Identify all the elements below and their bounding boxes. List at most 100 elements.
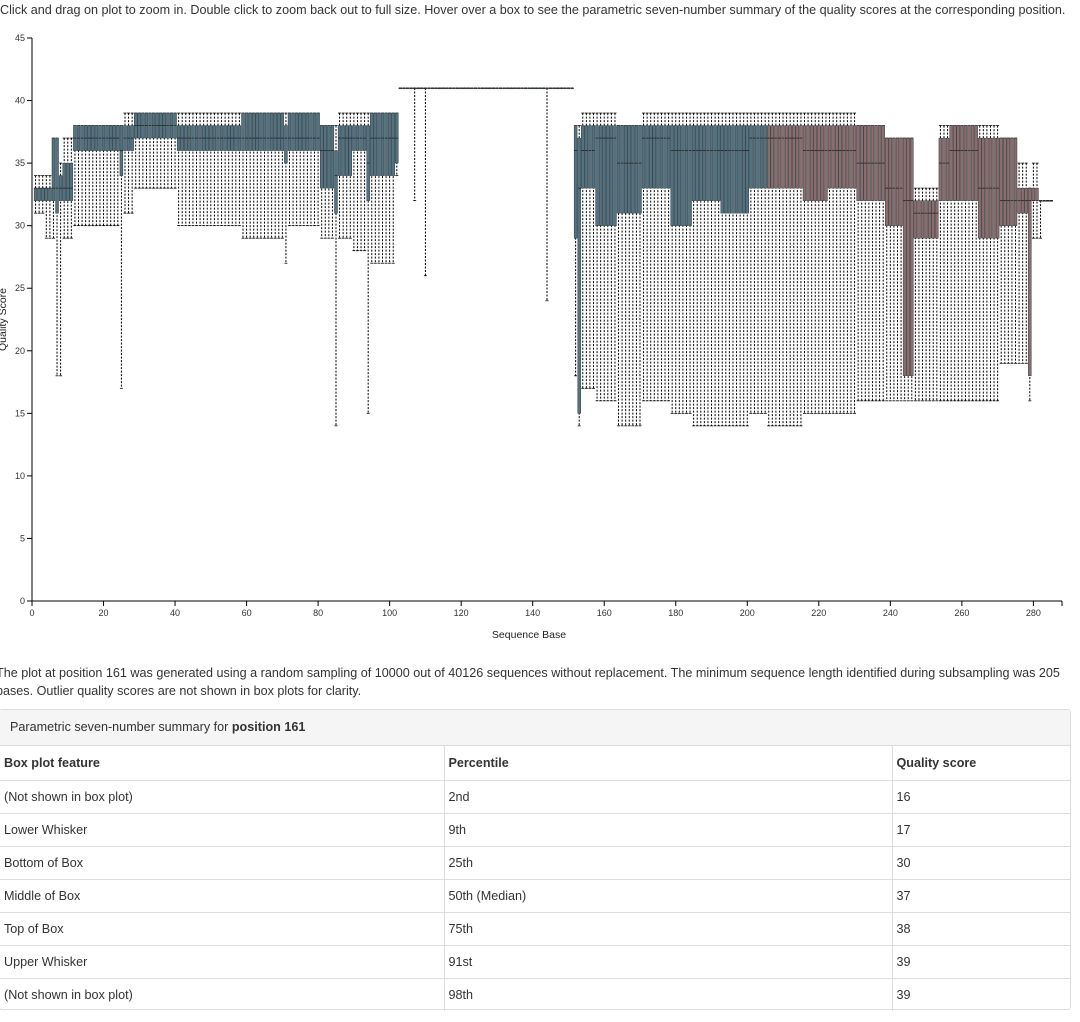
box-position-128[interactable] — [488, 87, 492, 90]
box-position-270[interactable] — [995, 137, 1000, 239]
box-position-189[interactable] — [706, 125, 710, 201]
box-position-243[interactable] — [899, 137, 903, 226]
box-position-92[interactable] — [359, 125, 363, 151]
box-position-106[interactable] — [409, 87, 413, 90]
box-position-97[interactable] — [377, 112, 381, 176]
box-position-132[interactable] — [502, 87, 506, 90]
box-position-229[interactable] — [849, 125, 853, 189]
box-position-54[interactable] — [223, 125, 227, 151]
box-position-226[interactable] — [838, 125, 842, 189]
box-position-72[interactable] — [287, 112, 292, 151]
box-position-62[interactable] — [252, 112, 256, 151]
box-position-26[interactable] — [123, 125, 127, 151]
box-position-44[interactable] — [187, 125, 192, 151]
box-position-105[interactable] — [405, 87, 410, 90]
box-position-193[interactable] — [720, 125, 724, 214]
box-position-117[interactable] — [448, 87, 453, 90]
box-position-187[interactable] — [699, 125, 703, 201]
box-position-16[interactable] — [87, 125, 91, 151]
box-position-260[interactable] — [960, 125, 964, 201]
box-position-143[interactable] — [541, 87, 546, 90]
box-position-173[interactable] — [649, 125, 653, 189]
box-position-140[interactable] — [531, 87, 535, 90]
box-position-34[interactable] — [151, 112, 156, 139]
box-position-13[interactable] — [76, 125, 81, 151]
box-position-85[interactable] — [334, 150, 338, 214]
box-position-101[interactable] — [391, 112, 395, 176]
box-position-190[interactable] — [709, 125, 714, 201]
box-position-2[interactable] — [37, 187, 41, 201]
box-position-98[interactable] — [380, 112, 385, 176]
box-position-178[interactable] — [666, 125, 671, 189]
box-position-212[interactable] — [788, 125, 792, 189]
box-position-102[interactable] — [395, 112, 399, 164]
box-position-87[interactable] — [341, 125, 345, 176]
box-position-204[interactable] — [759, 125, 764, 189]
box-position-148[interactable] — [559, 87, 563, 90]
box-position-166[interactable] — [623, 125, 628, 214]
box-position-283[interactable] — [1042, 200, 1046, 202]
box-position-131[interactable] — [498, 87, 503, 90]
box-position-267[interactable] — [985, 137, 989, 239]
box-position-1[interactable] — [33, 187, 38, 201]
box-position-171[interactable] — [641, 125, 646, 189]
box-position-238[interactable] — [881, 125, 885, 201]
box-position-213[interactable] — [792, 125, 796, 189]
box-position-129[interactable] — [491, 87, 496, 90]
box-position-136[interactable] — [516, 87, 521, 90]
box-position-52[interactable] — [216, 125, 220, 151]
box-position-71[interactable] — [284, 125, 288, 164]
box-position-46[interactable] — [194, 125, 199, 151]
box-position-125[interactable] — [477, 87, 481, 90]
box-position-201[interactable] — [749, 125, 753, 189]
box-position-49[interactable] — [205, 125, 209, 151]
box-position-249[interactable] — [920, 200, 925, 239]
box-position-150[interactable] — [566, 87, 571, 90]
box-position-224[interactable] — [831, 125, 835, 189]
box-position-10[interactable] — [66, 162, 70, 201]
box-position-258[interactable] — [953, 125, 957, 201]
box-layer[interactable] — [33, 87, 1053, 414]
box-position-231[interactable] — [856, 125, 860, 201]
box-position-278[interactable] — [1024, 187, 1028, 214]
box-position-262[interactable] — [967, 125, 971, 201]
box-position-144[interactable] — [545, 87, 549, 90]
box-position-133[interactable] — [505, 87, 510, 90]
box-position-248[interactable] — [917, 200, 921, 239]
box-position-31[interactable] — [141, 112, 145, 139]
box-position-66[interactable] — [266, 112, 270, 151]
box-position-192[interactable] — [716, 125, 721, 201]
box-position-123[interactable] — [470, 87, 474, 90]
box-position-17[interactable] — [91, 125, 95, 151]
box-position-11[interactable] — [69, 162, 74, 201]
box-position-185[interactable] — [691, 125, 696, 201]
box-position-152[interactable] — [573, 125, 578, 239]
box-position-174[interactable] — [652, 125, 656, 189]
box-position-108[interactable] — [416, 87, 420, 90]
box-position-41[interactable] — [176, 125, 181, 151]
box-position-120[interactable] — [459, 87, 463, 90]
box-position-245[interactable] — [906, 137, 910, 376]
box-position-257[interactable] — [949, 125, 953, 201]
box-position-155[interactable] — [584, 125, 589, 189]
box-position-50[interactable] — [209, 125, 213, 151]
box-position-63[interactable] — [255, 112, 260, 151]
box-position-183[interactable] — [684, 125, 689, 226]
box-position-182[interactable] — [681, 125, 685, 226]
box-position-61[interactable] — [248, 112, 252, 151]
box-position-175[interactable] — [656, 125, 660, 189]
box-position-23[interactable] — [112, 125, 116, 151]
box-position-170[interactable] — [638, 125, 642, 214]
box-position-276[interactable] — [1017, 187, 1021, 214]
box-position-208[interactable] — [774, 125, 778, 189]
box-position-9[interactable] — [62, 162, 66, 201]
box-position-160[interactable] — [602, 125, 606, 226]
box-position-259[interactable] — [956, 125, 960, 201]
box-position-264[interactable] — [974, 125, 978, 201]
box-position-30[interactable] — [137, 112, 141, 139]
box-position-165[interactable] — [620, 125, 624, 214]
box-position-43[interactable] — [184, 125, 188, 151]
box-position-154[interactable] — [581, 125, 585, 189]
box-position-99[interactable] — [384, 112, 388, 176]
box-position-194[interactable] — [724, 125, 728, 214]
